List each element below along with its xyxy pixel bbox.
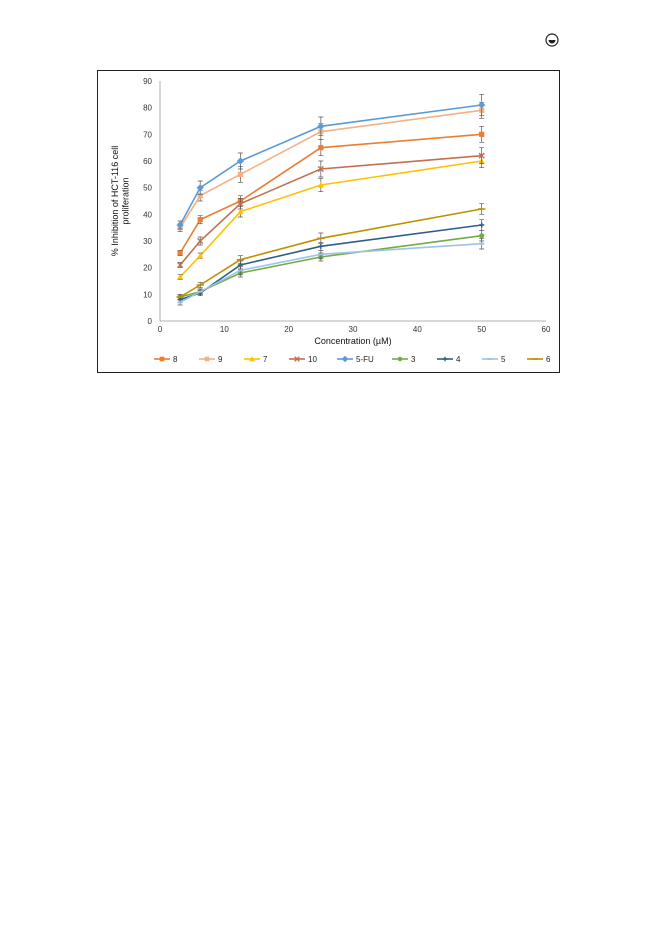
series-10 — [177, 147, 485, 269]
legend-label: 4 — [456, 355, 461, 364]
x-tick-label: 20 — [284, 325, 293, 334]
data-point — [197, 193, 203, 199]
data-point — [479, 222, 485, 228]
series-line — [179, 109, 482, 229]
x-tick-label: 60 — [542, 325, 551, 334]
y-tick-label: 70 — [143, 130, 152, 139]
data-point — [196, 184, 204, 192]
legend-item: 5 — [482, 355, 506, 364]
y-tick-label: 30 — [143, 237, 152, 246]
series-line — [179, 133, 482, 254]
x-tick-label: 40 — [413, 325, 422, 334]
circle-dot-icon — [545, 33, 559, 47]
data-point — [317, 122, 325, 130]
data-point — [237, 200, 244, 207]
data-point — [341, 355, 349, 363]
x-axis-title: Concentration (µM) — [314, 336, 391, 346]
data-point — [318, 243, 324, 249]
data-point — [249, 356, 255, 362]
data-point — [318, 145, 324, 151]
series-7 — [177, 153, 485, 281]
data-point — [317, 165, 324, 173]
legend-item: 6 — [527, 355, 551, 364]
legend-item: 3 — [392, 355, 416, 364]
x-tick-labels: 0 10 20 30 40 50 60 — [158, 325, 551, 334]
legend-label: 10 — [308, 355, 317, 364]
y-tick-labels: 0 10 20 30 40 50 60 70 80 90 — [143, 77, 152, 326]
y-tick-label: 20 — [143, 264, 152, 273]
data-point — [197, 252, 204, 259]
series-line — [179, 242, 482, 304]
legend-label: 9 — [218, 355, 223, 364]
legend-item: 8 — [154, 355, 178, 364]
y-tick-label: 60 — [143, 157, 152, 166]
series-4 — [177, 219, 485, 303]
data-point — [237, 171, 244, 177]
legend-item: 5-FU — [337, 355, 374, 364]
legend-label: 3 — [411, 355, 416, 364]
data-point — [204, 356, 210, 362]
data-point — [294, 356, 300, 362]
legend-item: 9 — [199, 355, 223, 364]
legend-item: 4 — [437, 355, 461, 364]
series-line — [179, 154, 482, 266]
data-point — [478, 152, 485, 159]
legend-item: 10 — [289, 355, 317, 364]
data-point — [237, 208, 244, 215]
data-point — [177, 273, 184, 280]
x-tick-label: 10 — [220, 325, 229, 334]
legend-label: 8 — [173, 355, 178, 364]
data-point — [177, 261, 184, 269]
legend-label: 6 — [546, 355, 551, 364]
data-point — [236, 157, 245, 165]
legend-label: 5-FU — [356, 355, 374, 364]
data-point — [479, 131, 485, 137]
series-6 — [176, 203, 486, 301]
data-point — [317, 181, 324, 188]
x-tick-label: 0 — [158, 325, 163, 334]
legend-item: 7 — [244, 355, 268, 364]
series-5 — [177, 237, 485, 306]
data-point — [397, 356, 403, 362]
data-point — [479, 233, 485, 239]
y-axis-title: % Inhibition of HCT-116 cellproliferatio… — [110, 146, 130, 256]
data-point — [478, 101, 486, 109]
data-point — [197, 237, 204, 245]
data-point — [442, 356, 448, 362]
y-tick-label: 40 — [143, 210, 152, 219]
y-tick-label: 0 — [148, 317, 153, 326]
y-tick-label: 50 — [143, 184, 152, 193]
data-point — [197, 217, 203, 223]
series-3 — [177, 229, 485, 301]
series-line — [179, 160, 482, 278]
legend: 8 9 7 10 5-FU 3 4 5 6 — [154, 355, 551, 364]
data-point — [176, 221, 184, 229]
data-point — [177, 250, 183, 256]
legend-label: 7 — [263, 355, 268, 364]
data-point — [159, 356, 165, 362]
y-tick-label: 90 — [143, 77, 152, 86]
y-tick-label: 10 — [143, 290, 152, 299]
x-tick-label: 50 — [477, 325, 486, 334]
x-tick-label: 30 — [349, 325, 358, 334]
series-layer — [176, 93, 486, 306]
y-tick-label: 80 — [143, 104, 152, 113]
series-line — [179, 104, 482, 226]
chart-frame: 0 10 20 30 40 50 60 70 80 90 0 10 20 30 40 50 60 Concen… — [97, 70, 560, 373]
line-chart: 0 10 20 30 40 50 60 70 80 90 0 10 20 30 40 50 60 Concen… — [110, 77, 551, 364]
legend-label: 5 — [501, 355, 506, 364]
